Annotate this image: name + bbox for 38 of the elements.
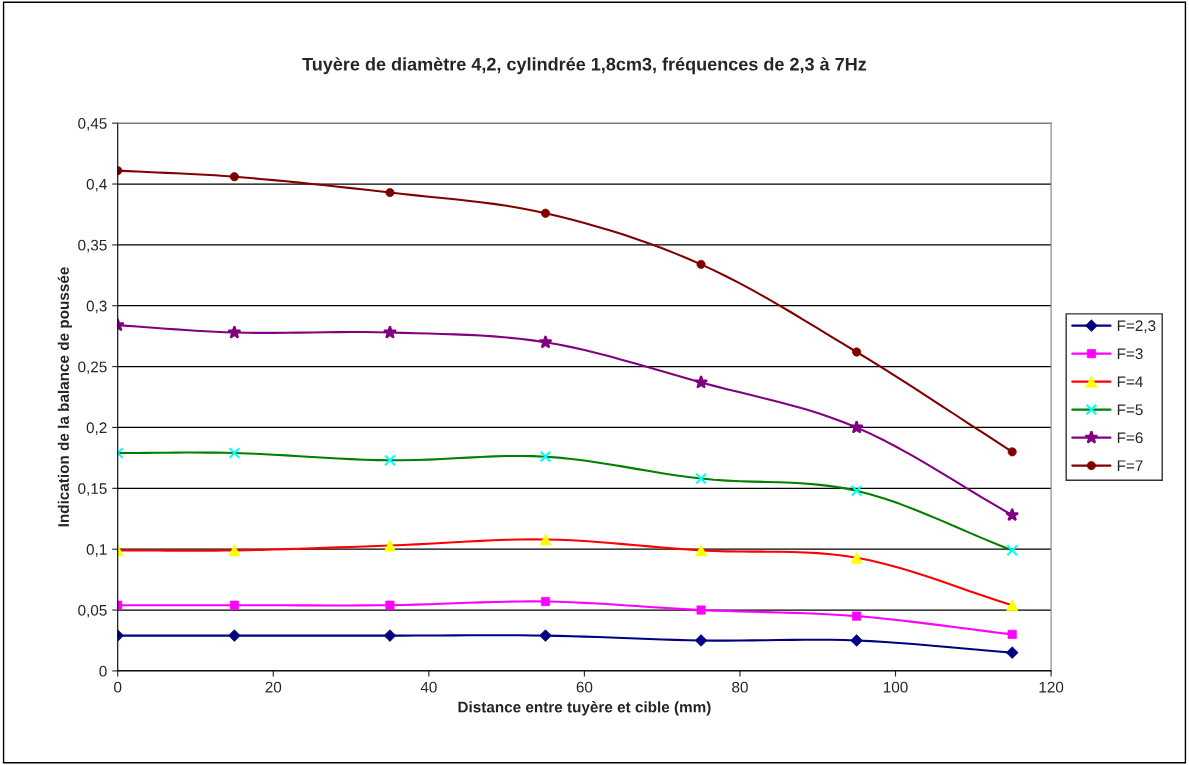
y-tick-label: 0,3 [86, 300, 107, 314]
y-tick-label: 0,2 [86, 422, 107, 435]
x-tick-label: 20 [265, 681, 282, 693]
point [1006, 544, 1019, 557]
y-tick-label: 0,4 [86, 178, 107, 192]
point [850, 484, 863, 497]
y-tick-label: 0,45 [78, 118, 107, 131]
x-tick-label: 0 [114, 681, 122, 693]
y-tick-label: 0 [99, 665, 107, 677]
x-tick-label: 40 [420, 681, 437, 693]
legend-label: F=3 [1117, 348, 1143, 360]
point [384, 454, 396, 467]
point [694, 375, 709, 389]
y-tick-label: 0,15 [78, 483, 107, 496]
y-tick-label: 0,25 [78, 361, 107, 375]
legend-label: F=7 [1117, 460, 1143, 471]
chart-title: Tuyère de diamètre 4,2, cylindrée 1,8cm3, fréquences de 2,3 à 7Hz [302, 57, 867, 75]
legend-label: F=6 [1117, 432, 1143, 444]
point [228, 447, 241, 459]
y-tick-label: 0,1 [86, 544, 107, 557]
point [538, 334, 553, 349]
legend-label: F=4 [1117, 376, 1143, 387]
point [849, 420, 864, 434]
point [382, 325, 397, 339]
y-axis-title: Indication de la balance de poussée [57, 267, 73, 527]
point [1005, 507, 1020, 522]
x-tick-label: 80 [732, 681, 748, 693]
point [539, 450, 552, 463]
point [227, 325, 242, 339]
x-axis-title: Distance entre tuyère et cible (mm) [458, 701, 711, 716]
y-tick-label: 0,05 [78, 604, 107, 618]
legend-label: F=5 [1117, 404, 1143, 416]
x-tick-label: 60 [576, 681, 593, 693]
x-tick-label: 120 [1039, 681, 1064, 693]
point [695, 472, 707, 485]
x-tick-label: 100 [883, 681, 908, 693]
y-tick-label: 0,35 [78, 239, 107, 253]
legend-label: F=2,3 [1117, 320, 1156, 333]
